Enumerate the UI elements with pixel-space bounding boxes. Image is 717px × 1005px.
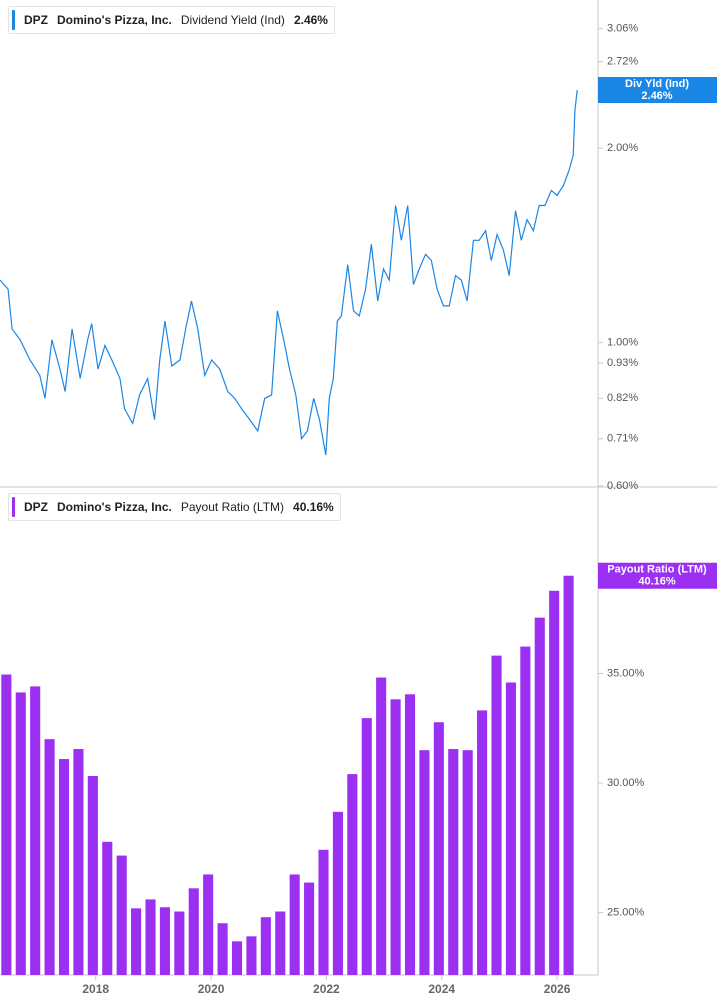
bar [289,874,300,975]
legend-metric: Dividend Yield (Ind) [180,13,285,27]
legend: DPZ Domino's Pizza, Inc. Dividend Yield (I… [8,6,335,34]
bar [260,917,271,975]
bar [462,750,473,975]
bar [102,841,113,975]
bar [203,874,214,975]
bar [563,575,574,975]
y-tick-label: 30.00% [607,777,645,789]
bar [275,911,286,975]
y-tick-label: 35.00% [607,667,645,679]
y-tick-label: 2.00% [607,142,638,154]
legend-ticker: DPZ [24,13,48,27]
bar [217,923,228,975]
legend-company: Domino's Pizza, Inc. [57,500,172,514]
bar [520,646,531,975]
x-tick-label: 2024 [428,982,455,996]
bar [231,941,243,975]
bar [390,699,401,975]
value-tag-name: Div Yld (Ind) [625,78,689,90]
bar [159,907,170,975]
y-tick-label: 0.60% [607,480,638,492]
legend-ticker: DPZ [24,500,48,514]
x-tick-label: 2018 [82,982,109,996]
bar [145,899,156,975]
legend-value: 2.46% [293,13,328,27]
x-tick-label: 2026 [544,982,571,996]
line [0,89,578,456]
bar [433,722,444,975]
y-tick-label: 0.71% [607,433,638,445]
bar [1,674,12,975]
bar [505,682,516,975]
bar [87,775,98,975]
bar [304,882,315,975]
value-tag-value: 40.16% [638,576,676,588]
legend-company: Domino's Pizza, Inc. [57,13,172,27]
bar [174,911,185,975]
bar [404,694,416,975]
y-tick-label: 25.00% [607,907,645,919]
value-tag-name: Payout Ratio (LTM) [607,564,707,576]
bar [44,739,55,975]
value-tag [598,562,717,589]
bar [332,811,343,975]
legend-swatch [12,497,15,517]
bar [419,750,430,975]
legend-metric: Payout Ratio (LTM) [180,500,285,514]
bar [116,855,127,975]
x-tick-label: 2020 [198,982,225,996]
bar [376,677,387,975]
y-tick-label: 0.82% [607,392,638,404]
bar [491,655,502,975]
legend-swatch [12,10,15,30]
bar [347,774,358,975]
value-tag [598,76,717,103]
bar [448,749,459,975]
value-tag-value: 2.46% [641,90,672,102]
bar [246,936,257,975]
bar [73,749,84,975]
bar [549,590,560,975]
y-tick-label: 0.93% [607,357,638,369]
legend: DPZ Domino's Pizza, Inc. Payout Ratio (LTM… [8,493,341,521]
bar [534,617,545,975]
bar [15,692,26,975]
y-tick-label: 3.06% [607,23,638,35]
bar [131,908,142,975]
bar [188,888,199,975]
bar [361,718,372,975]
bar [58,759,70,975]
x-tick-label: 2022 [313,982,340,996]
y-tick-label: 1.00% [607,337,638,349]
bar [30,686,41,975]
y-tick-label: 2.72% [607,56,638,68]
legend-value: 40.16% [293,500,334,514]
bar [477,710,488,975]
bar [318,849,329,975]
